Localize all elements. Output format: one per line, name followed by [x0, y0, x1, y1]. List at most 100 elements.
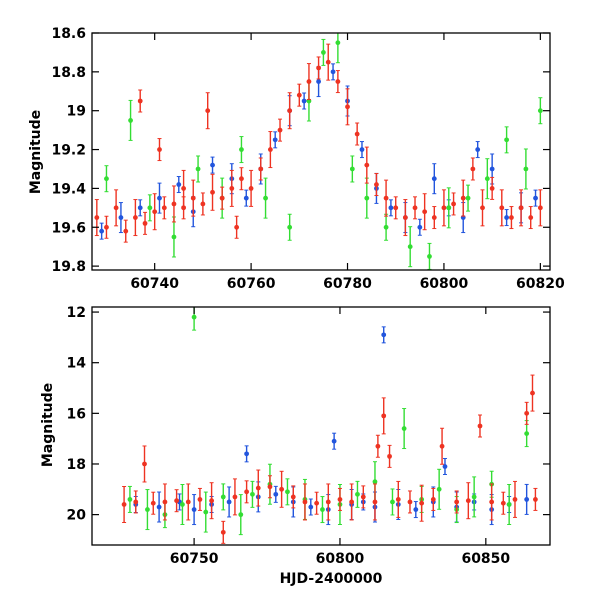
top-series-2-point-30 [383, 179, 389, 217]
top-series-1-point-22 [537, 97, 543, 125]
bottom-series-2-point-26 [395, 480, 401, 518]
bottom-marker [180, 502, 185, 507]
bottom-marker [142, 461, 147, 467]
bottom-series-2-point-31 [454, 490, 460, 514]
bottom-marker [381, 413, 387, 419]
top-series-2-point-31 [393, 196, 399, 220]
top-x-tick-label: 60820 [516, 276, 565, 292]
top-series-1-point-0 [104, 165, 109, 193]
top-series-2-point-32 [402, 199, 408, 237]
top-marker [345, 104, 350, 110]
bottom-marker [381, 332, 387, 338]
top-marker [118, 215, 124, 220]
bottom-series-2-point-0 [121, 485, 127, 523]
top-series-2-point-49 [137, 89, 143, 113]
bottom-series-2-point-15 [290, 485, 296, 509]
top-marker [99, 228, 105, 234]
top-marker [219, 195, 225, 201]
top-series-2-point-42 [499, 189, 505, 227]
bottom-marker [500, 500, 506, 506]
bottom-series-1-point-5 [203, 491, 209, 533]
top-marker [128, 118, 133, 123]
top-marker [504, 137, 510, 143]
bottom-y-tick-label: 18 [67, 457, 86, 473]
bottom-marker [530, 390, 535, 396]
bottom-series-1-point-16 [390, 488, 395, 516]
bottom-marker [250, 491, 255, 497]
top-series-2-point-47 [157, 138, 162, 162]
top-marker [335, 40, 341, 46]
bottom-series-2-point-7 [197, 487, 203, 511]
top-series-2-point-44 [518, 189, 524, 227]
top-y-tick-label: 19.4 [51, 181, 86, 197]
bottom-marker [390, 499, 395, 505]
top-series-2-point-27 [354, 122, 360, 146]
top-marker [475, 147, 481, 152]
bottom-series-2-point-30 [439, 427, 445, 465]
top-series-1-point-11 [335, 33, 341, 64]
top-y-tick-label: 19.2 [51, 143, 86, 159]
top-series-1-point-15 [407, 226, 413, 268]
bottom-y-tick-label: 12 [67, 305, 86, 321]
top-series-0-point-18 [388, 199, 394, 217]
bottom-x-axis-label: HJD-2400000 [280, 571, 383, 587]
top-series-2-point-10 [190, 179, 196, 217]
bottom-marker [191, 507, 197, 512]
bottom-marker [430, 497, 436, 502]
top-series-2-point-16 [248, 169, 254, 207]
top-marker [499, 205, 505, 211]
top-marker [359, 147, 365, 152]
top-marker [258, 166, 264, 172]
top-marker [460, 195, 466, 201]
top-marker [104, 224, 109, 230]
top-marker [161, 205, 167, 211]
bottom-series-2-point-14 [279, 470, 285, 508]
top-series-0-point-6 [210, 156, 215, 174]
top-series-2-point-1 [104, 215, 109, 239]
top-marker [296, 92, 302, 98]
top-marker [431, 215, 437, 220]
top-y-tick-label: 18.8 [51, 65, 86, 81]
bottom-series-0-point-6 [244, 445, 250, 463]
top-marker [465, 195, 471, 201]
top-marker [157, 195, 162, 201]
bottom-series-2-point-27 [407, 490, 413, 514]
top-y-tick-label: 18.6 [51, 26, 86, 42]
bottom-series-2-point-12 [255, 469, 261, 507]
top-series-0-point-24 [475, 141, 481, 159]
top-series-0-point-12 [301, 92, 307, 110]
top-marker [239, 176, 244, 182]
bottom-series-0-point-10 [308, 498, 314, 516]
bottom-marker [533, 497, 538, 502]
bottom-series-2-point-3 [150, 491, 156, 515]
top-marker [181, 186, 187, 191]
top-series-1-point-14 [383, 213, 389, 241]
top-marker [518, 205, 524, 211]
top-marker [176, 182, 182, 187]
bottom-marker [290, 494, 296, 500]
top-series-1-point-17 [446, 187, 452, 229]
bottom-series-1-point-6 [220, 483, 226, 511]
top-marker [537, 205, 543, 211]
top-series-2-point-41 [489, 176, 495, 200]
bottom-series-1-point-17 [401, 408, 407, 450]
top-series-1-point-4 [195, 155, 201, 183]
bottom-marker [121, 502, 127, 507]
bottom-marker [349, 499, 355, 505]
top-marker [113, 205, 119, 211]
bottom-marker [387, 453, 392, 459]
bottom-series-2-point-11 [244, 480, 250, 504]
top-series-2-point-0 [94, 199, 100, 237]
top-marker [142, 220, 148, 226]
top-series-1-point-6 [239, 136, 244, 164]
top-marker [427, 254, 432, 259]
top-marker [407, 244, 413, 250]
bottom-series-2-point-10 [232, 478, 238, 516]
top-series-0-point-3 [157, 182, 162, 214]
top-series-2-point-13 [219, 186, 225, 210]
bottom-panel: 60750 60800 60850 12 14 16 18 20 [67, 305, 551, 567]
top-marker [287, 108, 293, 114]
bottom-marker [244, 451, 250, 457]
top-marker [431, 176, 437, 182]
top-marker [417, 224, 423, 230]
